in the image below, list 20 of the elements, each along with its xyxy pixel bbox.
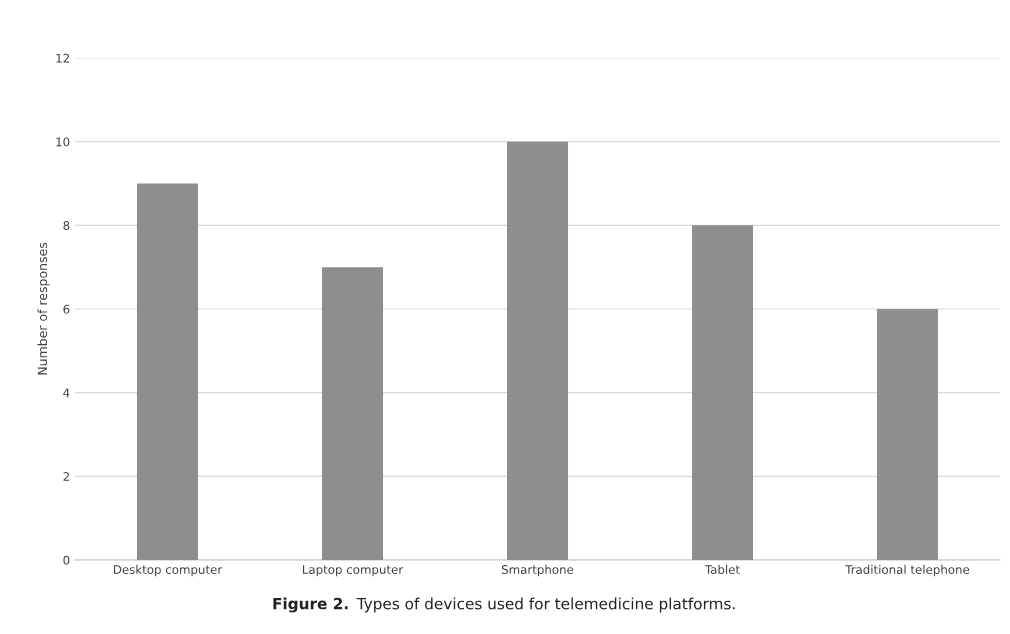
y-tick-label: 2 xyxy=(63,472,69,481)
y-tick-label: 4 xyxy=(63,388,70,398)
x-tick-label: Laptop computer xyxy=(302,565,404,577)
bar xyxy=(321,267,384,560)
x-tick-label: Tablet xyxy=(704,564,740,574)
y-tick-label: 12 xyxy=(56,53,69,63)
y-tick-label: 10 xyxy=(56,137,70,147)
bar xyxy=(691,225,754,560)
x-tick-label: Smartphone xyxy=(501,564,574,577)
caption: Figure 2. xyxy=(273,597,348,613)
y-tick-label: 8 xyxy=(63,221,70,230)
text: Types of devices used for telemedicine platforms. xyxy=(356,597,735,613)
y-tick-label: 0 xyxy=(63,555,70,565)
bar xyxy=(876,309,939,560)
bar xyxy=(506,141,569,560)
x-tick-label: Traditional telephone xyxy=(845,564,970,577)
y-axis-title: Number of responses xyxy=(37,242,50,375)
x-tick-label: Desktop computer xyxy=(113,564,223,577)
y-tick-label: 6 xyxy=(63,304,70,314)
bar xyxy=(136,183,199,560)
